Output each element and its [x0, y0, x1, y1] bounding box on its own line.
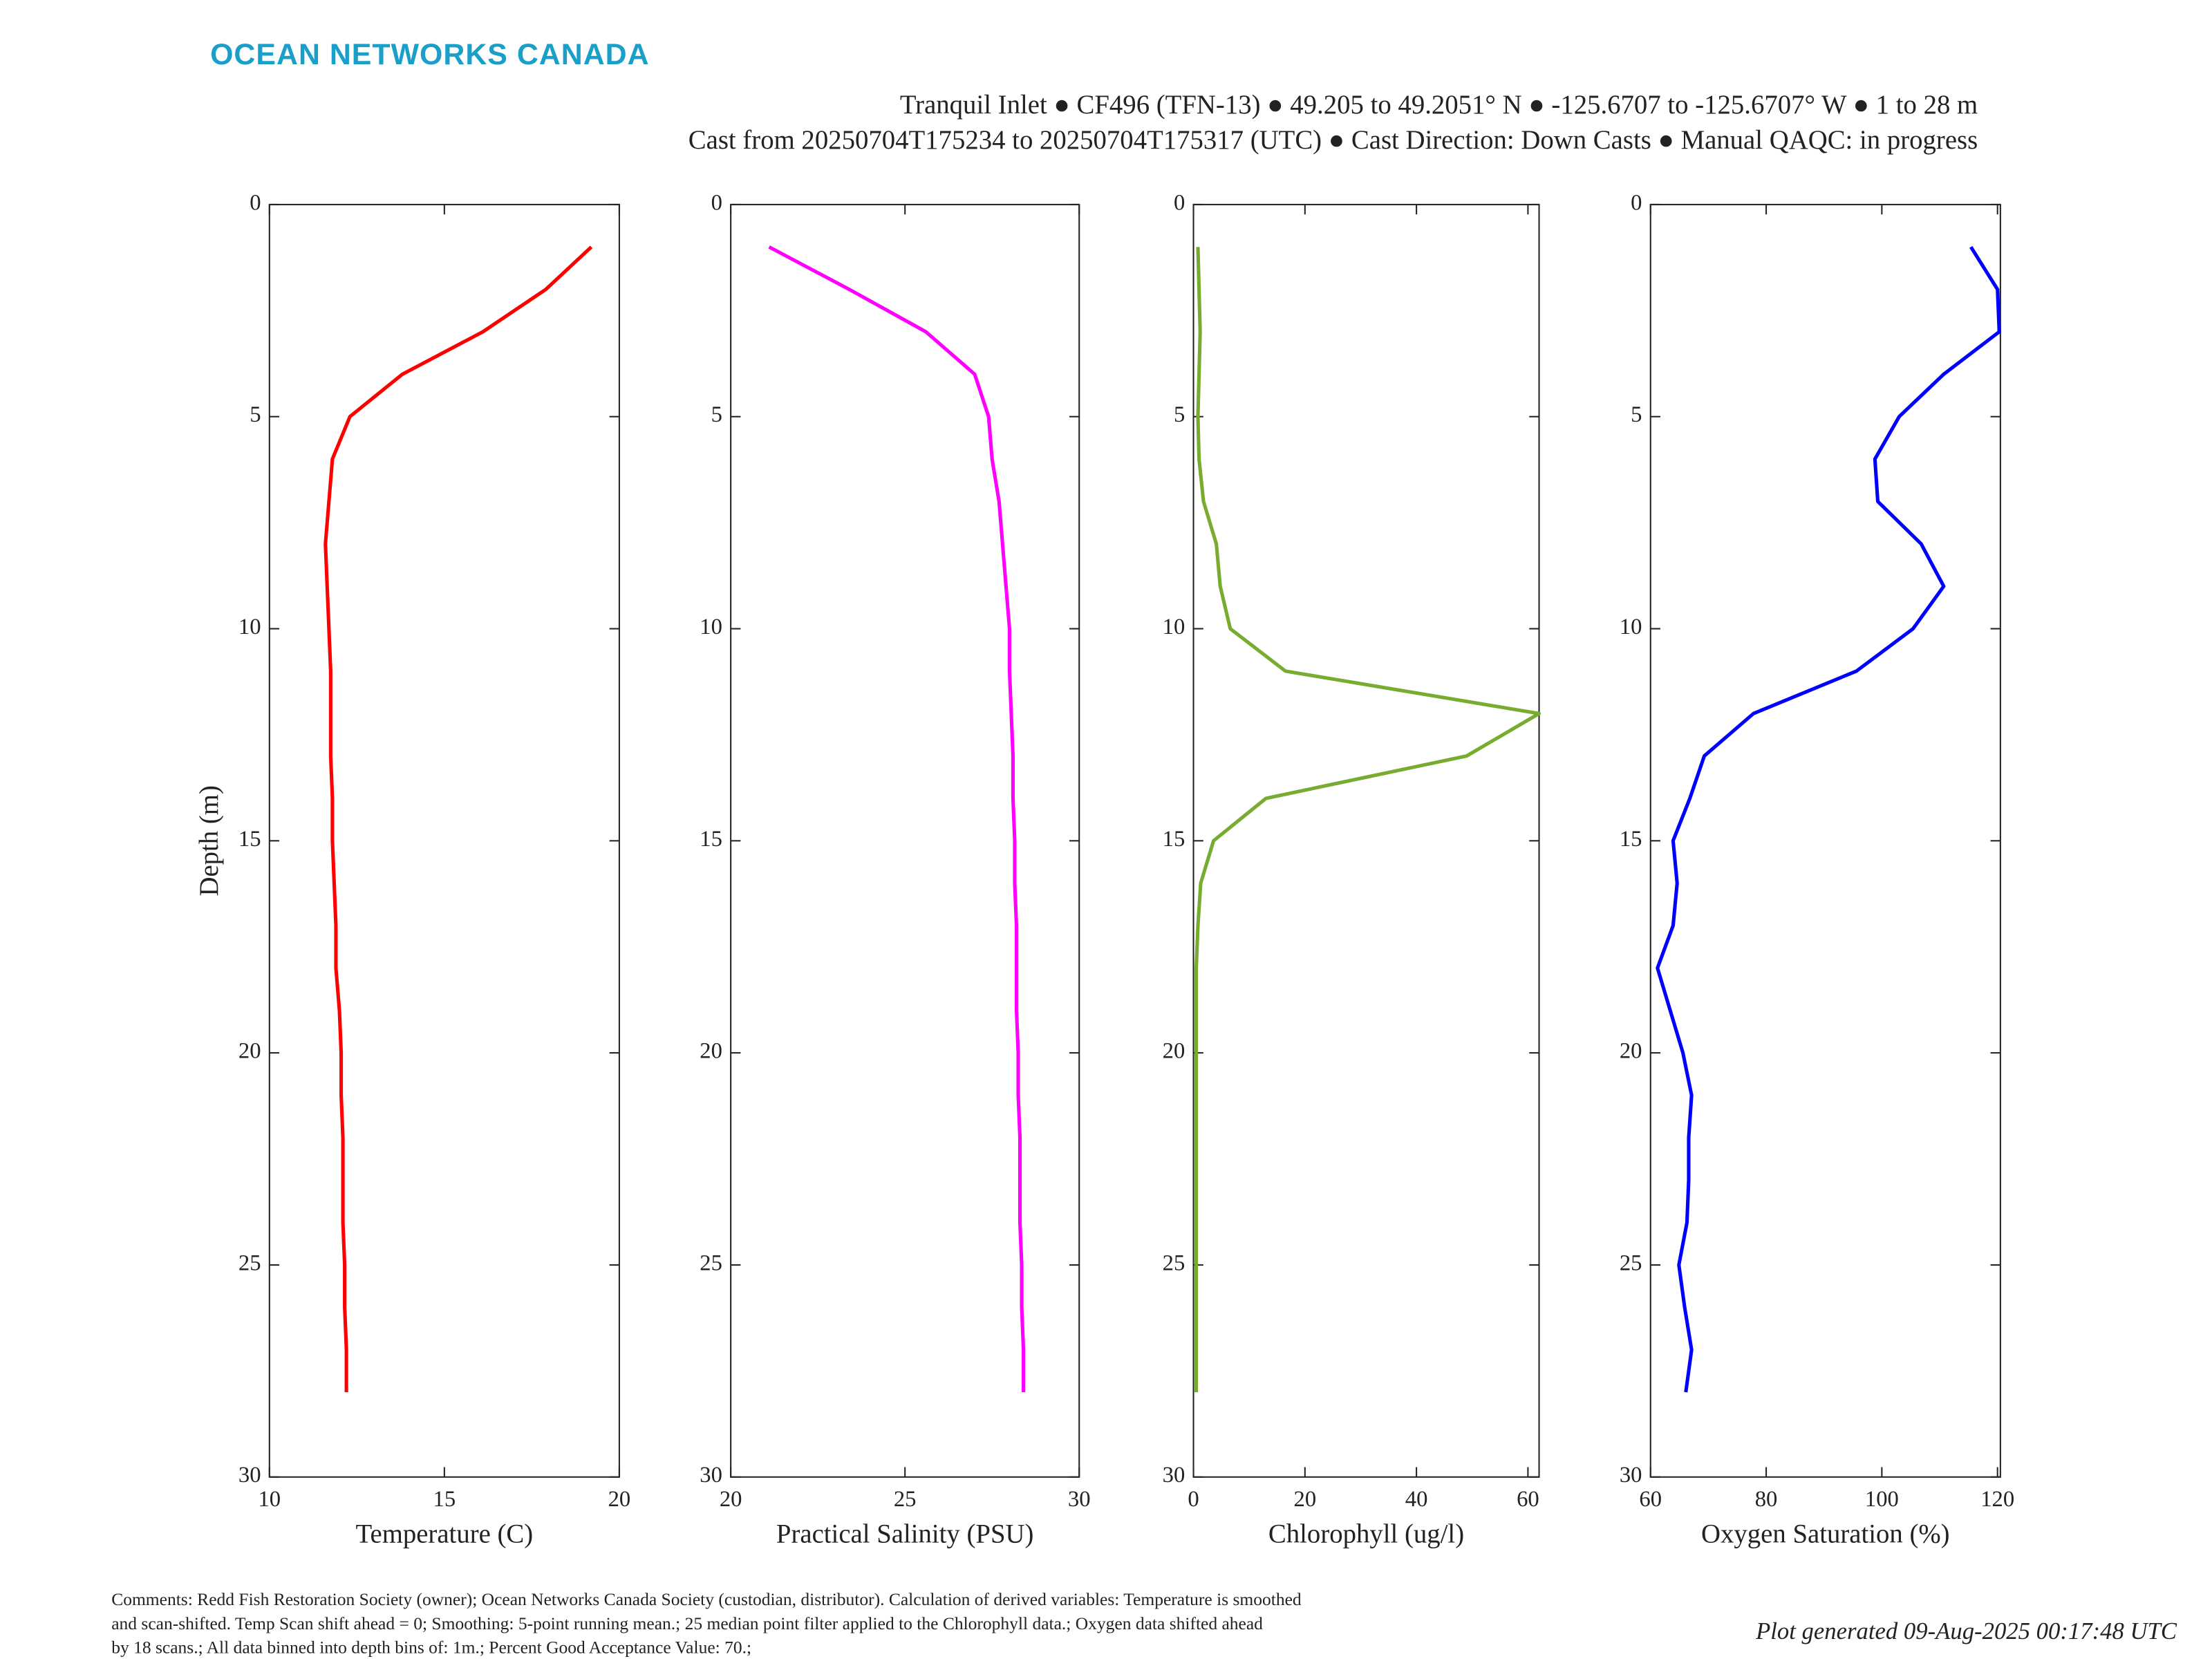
- y-tick-label: 15: [1620, 827, 1642, 852]
- y-tick-label: 20: [700, 1039, 722, 1064]
- x-tick-label: 10: [258, 1487, 281, 1512]
- y-tick-label: 0: [1631, 190, 1642, 215]
- y-tick-label: 15: [1163, 827, 1185, 852]
- x-tick-label: 0: [1188, 1487, 1199, 1512]
- title-line: Tranquil Inlet ● CF496 (TFN-13) ● 49.205…: [900, 90, 1978, 120]
- x-axis-label: Practical Salinity (PSU): [776, 1519, 1034, 1548]
- plot-frame: [1649, 203, 2001, 1478]
- x-tick-label: 20: [720, 1487, 742, 1512]
- comment-line: Comments: Redd Fish Restoration Society …: [111, 1589, 1302, 1609]
- y-tick-label: 10: [1163, 615, 1185, 639]
- x-tick-label: 15: [433, 1487, 456, 1512]
- y-tick-label: 25: [700, 1250, 722, 1275]
- comment-line: and scan-shifted. Temp Scan shift ahead …: [111, 1613, 1263, 1633]
- y-tick-label: 5: [711, 402, 722, 427]
- x-tick-label: 20: [608, 1487, 631, 1512]
- y-tick-label: 0: [711, 190, 722, 215]
- y-tick-label: 25: [1620, 1250, 1642, 1275]
- x-tick-label: 30: [1068, 1487, 1091, 1512]
- y-tick-label: 5: [1174, 402, 1185, 427]
- brand: OCEAN NETWORKS CANADA: [210, 38, 650, 71]
- y-tick-label: 20: [238, 1039, 261, 1064]
- profile-line: [1194, 247, 1541, 1393]
- x-tick-label: 100: [1865, 1487, 1899, 1512]
- title-line: Cast from 20250704T175234 to 20250704T17…: [688, 125, 1978, 155]
- y-tick-label: 20: [1620, 1039, 1642, 1064]
- x-tick-label: 60: [1639, 1487, 1662, 1512]
- x-axis-label: Chlorophyll (ug/l): [1268, 1519, 1464, 1548]
- y-tick-label: 10: [1620, 615, 1642, 639]
- plot-frame: [1192, 203, 1540, 1478]
- x-tick-label: 60: [1517, 1487, 1539, 1512]
- plot-frame: [268, 203, 620, 1478]
- y-tick-label: 25: [1163, 1250, 1185, 1275]
- y-tick-label: 15: [700, 827, 722, 852]
- y-tick-label: 5: [250, 402, 261, 427]
- x-axis-label: Oxygen Saturation (%): [1701, 1519, 1950, 1548]
- profile-line: [768, 245, 1026, 1393]
- y-tick-label: 5: [1631, 402, 1642, 427]
- y-tick-label: 0: [250, 190, 261, 215]
- y-axis-label: Depth (m): [194, 785, 224, 896]
- profile-line: [324, 245, 593, 1393]
- x-tick-label: 25: [894, 1487, 917, 1512]
- y-tick-label: 30: [700, 1463, 722, 1488]
- x-tick-label: 40: [1405, 1487, 1428, 1512]
- y-tick-label: 20: [1163, 1039, 1185, 1064]
- y-tick-label: 30: [238, 1463, 261, 1488]
- y-tick-label: 10: [700, 615, 722, 639]
- y-tick-label: 25: [238, 1250, 261, 1275]
- comment-line: by 18 scans.; All data binned into depth…: [111, 1638, 751, 1658]
- x-tick-label: 120: [1980, 1487, 2014, 1512]
- y-tick-label: 10: [238, 615, 261, 639]
- x-axis-label: Temperature (C): [356, 1519, 534, 1548]
- x-tick-label: 20: [1294, 1487, 1317, 1512]
- x-tick-label: 80: [1755, 1487, 1778, 1512]
- generated-note: Plot generated 09-Aug-2025 00:17:48 UTC: [1755, 1618, 2177, 1644]
- y-tick-label: 30: [1163, 1463, 1185, 1488]
- plot-frame: [730, 203, 1080, 1478]
- y-tick-label: 0: [1174, 190, 1185, 215]
- profile-line: [1656, 245, 2001, 1393]
- y-tick-label: 15: [238, 827, 261, 852]
- y-tick-label: 30: [1620, 1463, 1642, 1488]
